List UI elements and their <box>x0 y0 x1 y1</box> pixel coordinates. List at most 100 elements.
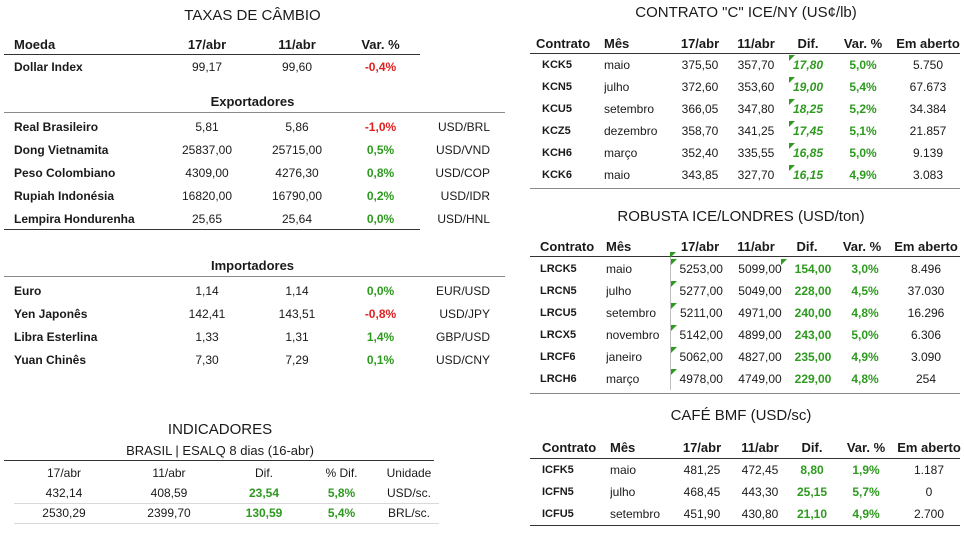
value-17abr: 375,50 <box>681 58 719 72</box>
value-17abr: 1,33 <box>195 329 219 344</box>
icf-col-mes: Mês <box>610 439 636 455</box>
contract-code: LRCN5 <box>540 285 577 297</box>
currency-name: Peso Colombiano <box>14 165 116 180</box>
value-17abr: 5211,00 <box>669 302 732 324</box>
value-var: 0,2% <box>366 188 395 203</box>
ind-col-11abr: 11/abr <box>152 465 186 480</box>
value-11abr: 143,51 <box>278 306 316 321</box>
table-row: Rupiah Indonésia 16820,00 16790,00 0,2% USD/… <box>14 184 494 207</box>
open-interest: 3.083 <box>912 168 944 182</box>
value-17abr: 4978,00 <box>669 368 732 390</box>
importadores-table: Euro 1,14 1,14 0,0% EUR/USD Yen Japonês 142,41… <box>14 279 494 371</box>
comment-marker-icon <box>789 99 795 105</box>
table-row: ICFU5 setembro 451,90 430,80 21,10 4,9% 2.700 <box>542 503 962 525</box>
table-row: KCH6 março 352,40 335,55 16,85 5,0% 9.139 <box>542 142 962 164</box>
table-row: Yuan Chinês 7,30 7,29 0,1% USD/CNY <box>14 348 494 371</box>
value-11abr: 341,25 <box>737 124 775 138</box>
value-17abr: 25,65 <box>191 211 223 226</box>
comment-marker-icon <box>671 347 677 353</box>
currency-unit: USD/COP <box>435 165 490 180</box>
table-row: KCK6 maio 343,85 327,70 16,15 4,9% 3.083 <box>542 164 962 186</box>
table-row: KCK5 maio 375,50 357,70 17,80 5,0% 5.750 <box>542 54 962 76</box>
value-var: 0,8% <box>366 165 395 180</box>
open-interest: 5.750 <box>912 58 944 72</box>
ind-col-pctdif: % Dif. <box>325 465 358 480</box>
value-var: 4,9% <box>851 350 879 364</box>
table-row: LRCK5 maio 5253,00 5099,00 154,00 3,0% 8.496 <box>540 258 960 280</box>
indicadores-subtitle: BRASIL | ESALQ 8 dias (16-abr) <box>126 443 314 458</box>
cafe-bmf-table: ICFK5 maio 481,25 472,45 8,80 1,9% 1.187 ICFN5 j… <box>542 459 962 525</box>
contract-code: LRCU5 <box>540 307 577 319</box>
value-11abr: 4749,00 <box>738 372 782 386</box>
cafe-bmf-bottom-rule <box>530 525 960 526</box>
currency-name: Yuan Chinês <box>14 352 87 367</box>
value-17abr: 5253,00 <box>669 258 732 280</box>
ind-col-dif: Dif. <box>255 465 273 480</box>
value-var: 4,8% <box>851 306 879 320</box>
comment-marker-icon <box>671 281 677 287</box>
currency-name: Dong Vietnamita <box>14 142 109 157</box>
currency-name: Yen Japonês <box>14 306 88 321</box>
currency-unit: USD/VND <box>435 142 490 157</box>
kc-col-oi: Em aberto <box>896 35 960 51</box>
contract-month: janeiro <box>606 350 643 364</box>
contract-code: LRCF6 <box>540 351 576 363</box>
value-var: 5,2% <box>849 102 877 116</box>
value-dif: 21,10 <box>796 507 828 521</box>
contract-month: setembro <box>610 507 661 521</box>
value-11abr: 25,64 <box>281 211 313 226</box>
kc-col-mes: Mês <box>604 35 630 51</box>
ind-value-11abr: 408,59 <box>114 483 224 504</box>
comment-marker-icon <box>671 325 677 331</box>
value-11abr: 1,31 <box>285 329 309 344</box>
contract-month: julho <box>606 284 632 298</box>
table-row: Libra Esterlina 1,33 1,31 1,4% GBP/USD <box>14 325 494 348</box>
currency-name: Rupiah Indonésia <box>14 188 115 203</box>
table-row: KCN5 julho 372,60 353,60 19,00 5,4% 67.673 <box>542 76 962 98</box>
table-row: Dong Vietnamita 25837,00 25715,00 0,5% USD/V… <box>14 138 494 161</box>
value-var: -0,8% <box>364 306 397 321</box>
contract-code: ICFK5 <box>542 464 574 476</box>
cafe-bmf-header: Contrato Mês 17/abr 11/abr Dif. Var. % E… <box>542 437 962 457</box>
table-row: LRCF6 janeiro 5062,00 4827,00 235,00 4,9% 3.09… <box>540 346 960 368</box>
value-dif: 243,00 <box>794 328 832 342</box>
contract-code: KCZ5 <box>542 125 571 137</box>
taxas-title: TAXAS DE CÂMBIO <box>184 7 321 24</box>
value-var: 1,4% <box>366 329 395 344</box>
value-17abr: 352,40 <box>681 146 719 160</box>
currency-unit: USD/HNL <box>437 211 490 226</box>
contract-code: LRCX5 <box>540 329 577 341</box>
value-dif: 16,15 <box>792 168 824 182</box>
col-17abr: 17/abr <box>187 36 227 52</box>
dollar-index-v1: 99,17 <box>191 60 223 74</box>
ind-value-17abr: 432,14 <box>14 483 114 504</box>
value-var: 5,7% <box>852 485 880 499</box>
contract-month: maio <box>604 168 631 182</box>
table-row: KCU5 setembro 366,05 347,80 18,25 5,2% 34.384 <box>542 98 962 120</box>
table-row: LRCN5 julho 5277,00 5049,00 228,00 4,5% 37.030 <box>540 280 960 302</box>
robusta-header: Contrato Mês 17/abr 11/abr Dif. Var. % E… <box>540 236 960 256</box>
value-var: 3,0% <box>851 262 879 276</box>
value-11abr: 335,55 <box>737 146 775 160</box>
contract-code: KCH6 <box>542 147 572 159</box>
contract-code: KCU5 <box>542 103 572 115</box>
value-var: 0,1% <box>366 352 395 367</box>
value-17abr: 366,05 <box>681 102 719 116</box>
robusta-title: ROBUSTA ICE/LONDRES (USD/ton) <box>617 208 865 225</box>
value-17abr: 468,45 <box>683 485 721 499</box>
open-interest: 3.090 <box>910 350 942 364</box>
value-dif: 228,00 <box>794 284 832 298</box>
indicadores-subtitle-rule <box>4 460 434 461</box>
value-17abr: 343,85 <box>681 168 719 182</box>
table-row: LRCH6 março 4978,00 4749,00 229,00 4,8% 254 <box>540 368 960 390</box>
comment-marker-icon <box>671 369 677 375</box>
value-var: -1,0% <box>364 119 397 134</box>
value-17abr: 372,60 <box>681 80 719 94</box>
value-11abr: 430,80 <box>741 507 779 521</box>
col-11abr: 11/abr <box>278 36 316 52</box>
value-11abr: 25715,00 <box>271 142 323 157</box>
table-row: 432,14 408,59 23,54 5,8% USD/sc. <box>14 483 439 504</box>
table-row: ICFK5 maio 481,25 472,45 8,80 1,9% 1.187 <box>542 459 962 481</box>
ind-value-dif: 130,59 <box>224 503 304 524</box>
dollar-index-name: Dollar Index <box>14 60 83 74</box>
